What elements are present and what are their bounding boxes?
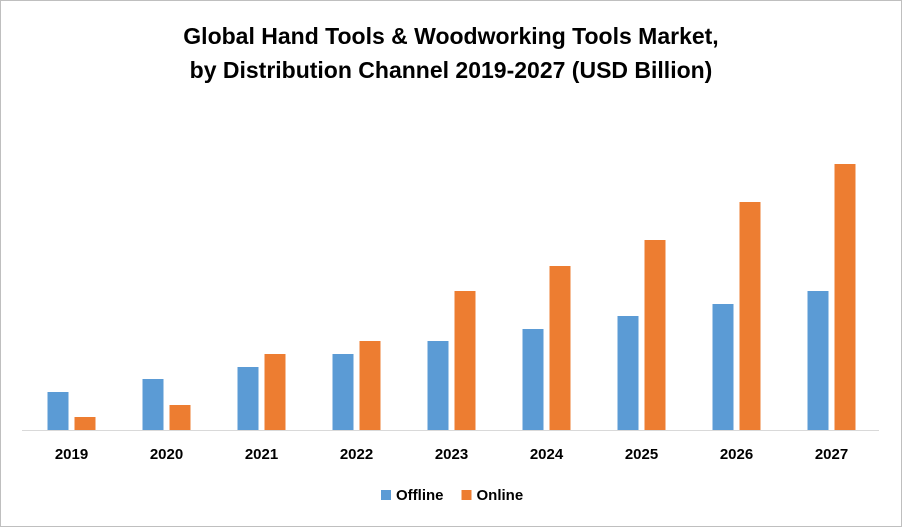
x-tick-label: 2020 — [150, 446, 183, 463]
bar — [74, 417, 96, 430]
legend-label: Online — [477, 487, 524, 504]
x-tick-label: 2022 — [340, 446, 373, 463]
legend-swatch — [381, 490, 391, 500]
bar — [644, 240, 666, 430]
bar — [522, 329, 544, 430]
bar — [739, 202, 761, 430]
legend-swatch — [461, 490, 472, 500]
x-tick-label: 2026 — [720, 446, 753, 463]
chart-title: by Distribution Channel 2019-2027 (USD B… — [190, 57, 713, 83]
bar — [712, 304, 734, 430]
chart-title: Global Hand Tools & Woodworking Tools Ma… — [183, 23, 718, 49]
bar — [427, 341, 449, 430]
bar — [142, 379, 164, 430]
bar — [169, 405, 191, 430]
bar — [834, 164, 856, 430]
x-tick-label: 2023 — [435, 446, 468, 463]
x-tick-label: 2027 — [815, 446, 848, 463]
x-tick-label: 2025 — [625, 446, 658, 463]
legend-label: Offline — [396, 487, 444, 504]
x-tick-label: 2021 — [245, 446, 278, 463]
bar — [454, 291, 476, 430]
bar — [617, 316, 639, 430]
bar — [264, 354, 286, 430]
bar — [359, 341, 381, 430]
x-tick-label: 2019 — [55, 446, 88, 463]
bar — [549, 266, 571, 430]
bar — [47, 392, 69, 430]
bar — [807, 291, 829, 430]
bar — [237, 367, 259, 430]
x-tick-label: 2024 — [530, 446, 564, 463]
bar — [332, 354, 354, 430]
